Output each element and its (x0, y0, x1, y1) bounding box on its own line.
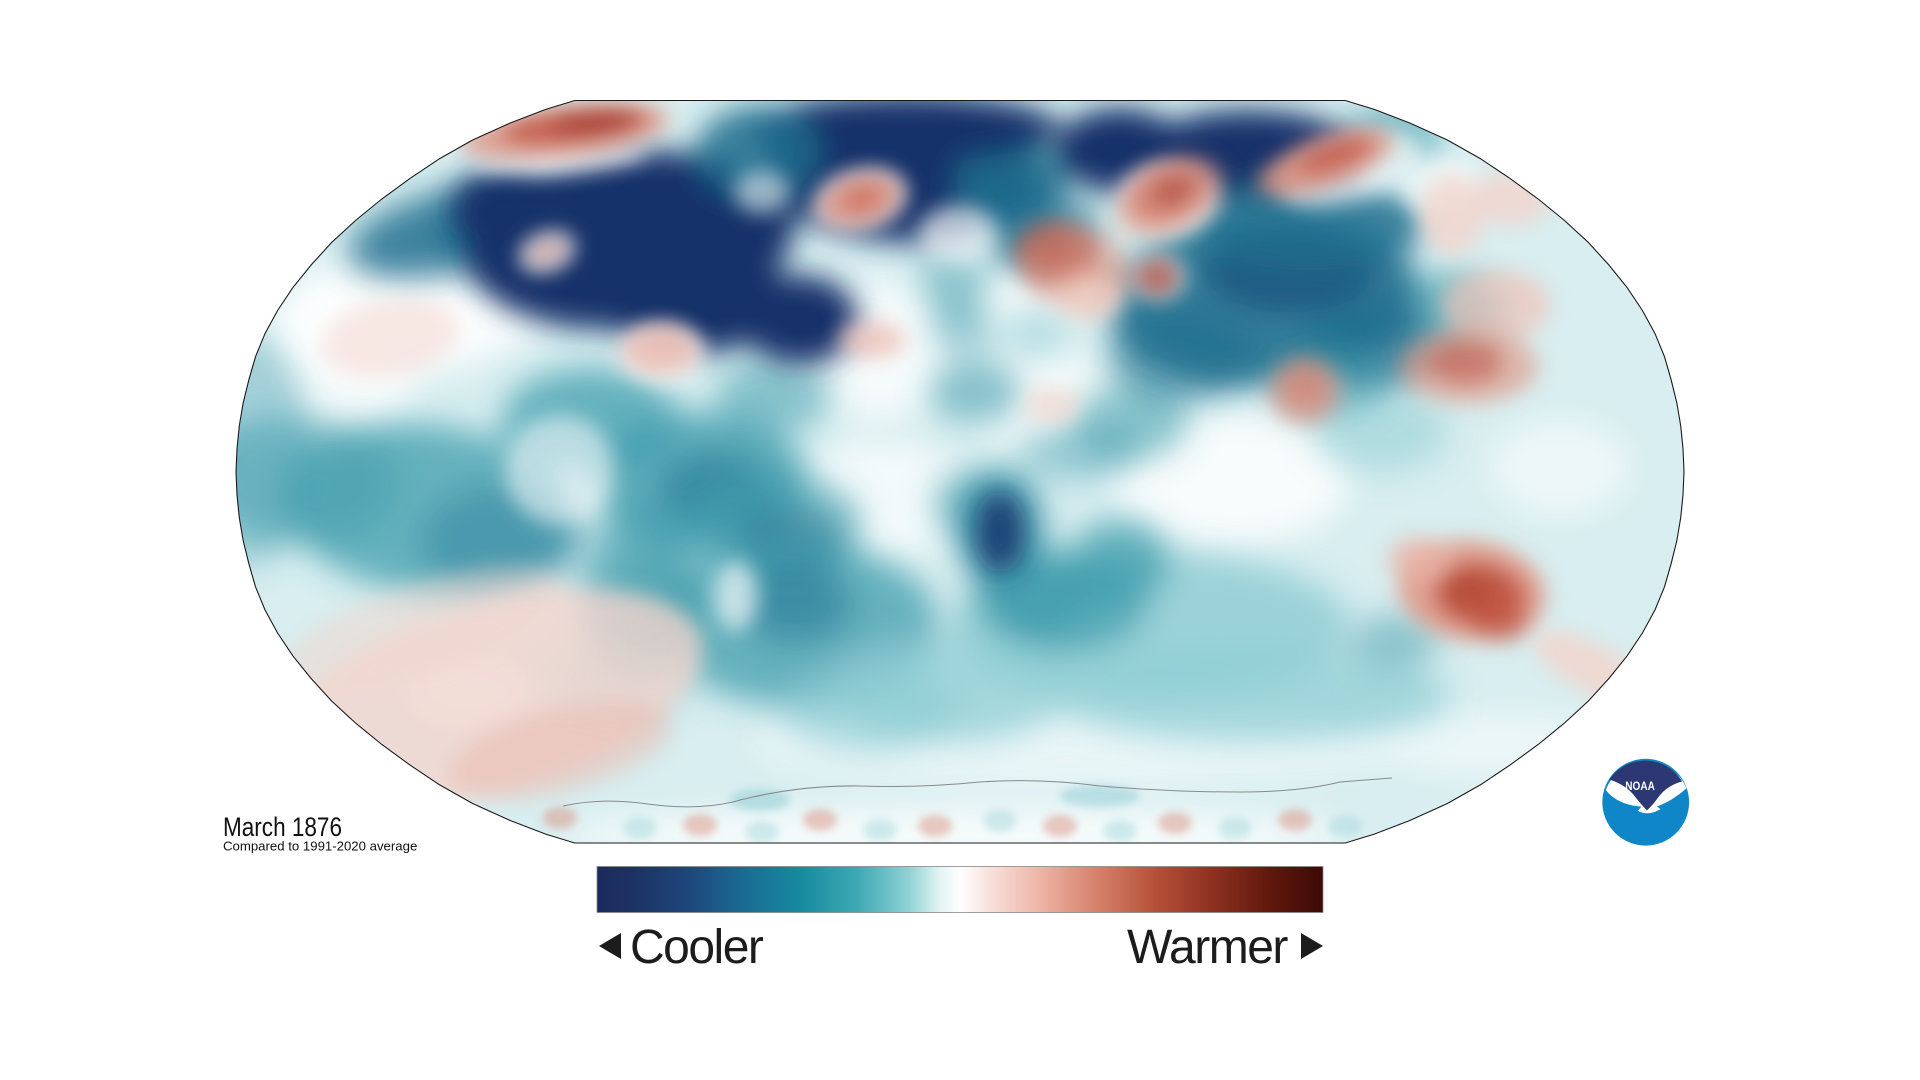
svg-text:Cooler: Cooler (630, 921, 764, 974)
svg-text:Warmer: Warmer (1127, 921, 1288, 974)
svg-text:Compared to 1991-2020 average: Compared to 1991-2020 average (223, 839, 417, 854)
svg-text:March 1876: March 1876 (223, 812, 342, 842)
svg-text:NOAA: NOAA (1625, 779, 1655, 793)
